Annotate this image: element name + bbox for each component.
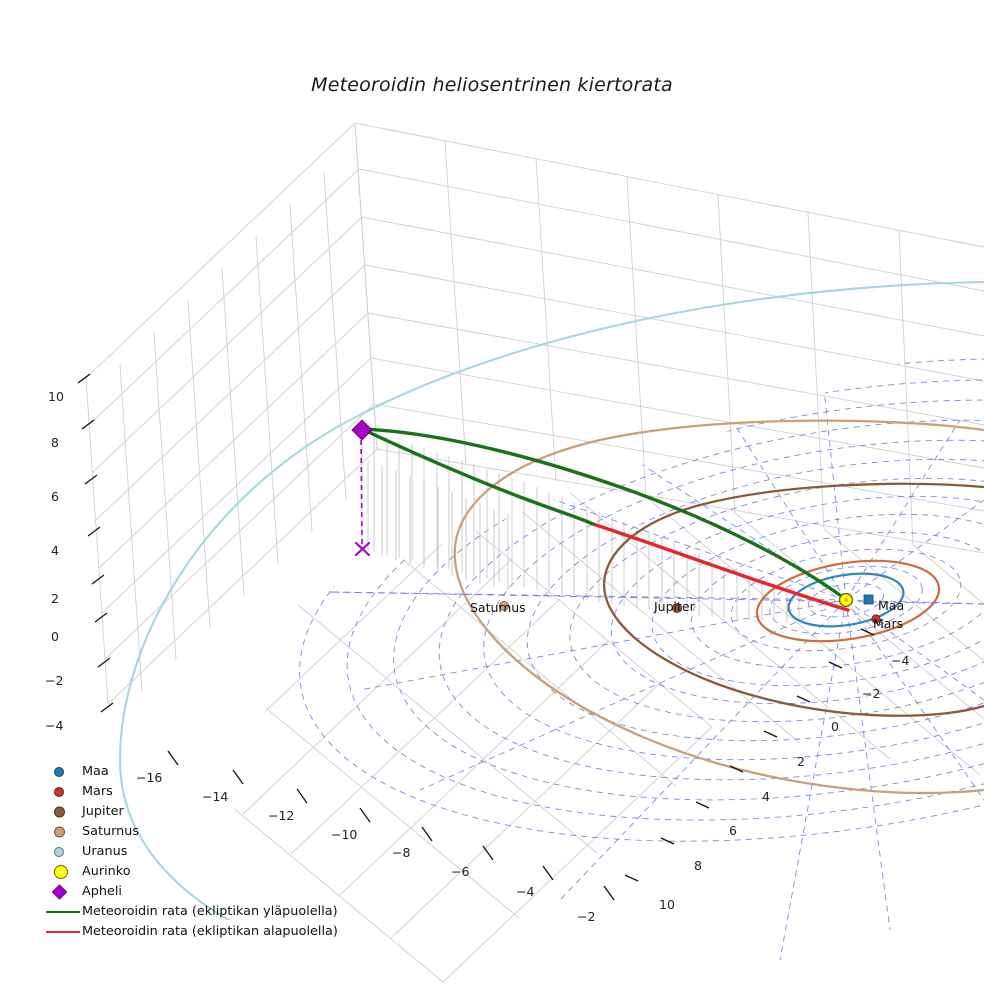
- aphelion-marker[interactable]: [351, 419, 373, 441]
- legend-marker-dot: [54, 787, 64, 797]
- x-axis-tick-label: −6: [451, 864, 470, 879]
- y-axis-tick-label: 0: [831, 719, 839, 734]
- legend-item-label: Meteoroidin rata (ekliptikan yläpuolella…: [82, 904, 338, 919]
- legend-item-3[interactable]: Saturnus: [46, 822, 346, 842]
- legend-marker-dot: [54, 806, 65, 818]
- uranus-orbit: [118, 280, 984, 920]
- meteoroid-path-above-ecliptic: [360, 427, 850, 603]
- x-axis-tick-label: −4: [516, 884, 535, 899]
- z-axis-tick-label: 2: [51, 591, 59, 606]
- legend: Maa Mars Jupiter Saturnus Uranus Aurinko Aphel…: [46, 762, 346, 942]
- legend-item-0[interactable]: Maa: [46, 762, 346, 782]
- legend-item-5[interactable]: Aurinko: [46, 862, 346, 882]
- x-axis-tick-label: −8: [392, 845, 411, 860]
- legend-item-1[interactable]: Mars: [46, 782, 346, 802]
- legend-marker-line: [46, 911, 80, 913]
- legend-item-label: Jupiter: [82, 804, 124, 819]
- axis-tick-marks: [77, 373, 875, 901]
- y-axis-tick-label: 4: [762, 789, 770, 804]
- aphelion-projection-marker[interactable]: [354, 541, 371, 557]
- y-axis-tick-label: 8: [694, 858, 702, 873]
- legend-item-2[interactable]: Jupiter: [46, 802, 346, 822]
- label-maa: Maa: [878, 598, 905, 613]
- legend-item-7[interactable]: Meteoroidin rata (ekliptikan yläpuolella…: [46, 902, 346, 922]
- x-axis-tick-label: −16: [136, 770, 163, 785]
- legend-marker-dot: [54, 767, 64, 777]
- aphelion-drop-line: [360, 430, 363, 549]
- legend-marker-line: [46, 931, 80, 933]
- ecliptic-reference-line: [329, 591, 984, 605]
- meteoroid-path-below-ecliptic: [591, 522, 850, 612]
- legend-item-label: Maa: [82, 764, 109, 779]
- x-axis-tick-label: −12: [268, 808, 295, 823]
- legend-item-4[interactable]: Uranus: [46, 842, 346, 862]
- x-axis-tick-label: −14: [202, 789, 229, 804]
- legend-marker-diamond: [51, 884, 68, 900]
- label-mars: Mars: [873, 616, 904, 631]
- y-axis-tick-label: −4: [891, 653, 910, 668]
- y-axis-tick-label: −2: [862, 686, 881, 701]
- axes-pane-grid: [85, 122, 984, 983]
- y-axis-tick-label: 2: [797, 754, 805, 769]
- legend-item-label: Apheli: [82, 884, 122, 899]
- legend-item-label: Aurinko: [82, 864, 131, 879]
- jupiter-orbit: [602, 482, 984, 717]
- x-axis-tick-label: −10: [331, 827, 358, 842]
- jupiter-marker[interactable]: [672, 603, 683, 614]
- label-jupiter: Jupiter: [654, 599, 695, 614]
- label-saturnus: Saturnus: [470, 600, 526, 615]
- legend-marker-dot: [54, 865, 68, 879]
- y-axis-tick-label: 6: [729, 823, 737, 838]
- x-axis-tick-label: −2: [577, 909, 596, 924]
- z-axis-tick-label: −2: [45, 673, 64, 688]
- z-axis-tick-label: 4: [51, 543, 59, 558]
- legend-item-label: Uranus: [82, 844, 128, 859]
- legend-marker-dot: [54, 847, 64, 857]
- z-axis-tick-label: −4: [45, 718, 64, 733]
- y-axis-tick-label: 10: [659, 897, 675, 912]
- legend-marker-dot: [54, 826, 65, 838]
- page-title: Meteoroidin heliosentrinen kiertorata: [311, 74, 673, 96]
- z-axis-tick-label: 8: [51, 435, 59, 450]
- legend-item-label: Meteoroidin rata (ekliptikan alapuolella…: [82, 924, 338, 939]
- legend-item-label: Saturnus: [82, 824, 140, 839]
- saturnus-orbit: [453, 419, 984, 795]
- maa-marker[interactable]: [863, 594, 874, 605]
- z-axis-tick-label: 10: [48, 389, 64, 404]
- mars-marker[interactable]: [871, 614, 881, 624]
- legend-item-8[interactable]: Meteoroidin rata (ekliptikan alapuolella…: [46, 922, 346, 942]
- z-axis-tick-label: 0: [51, 629, 59, 644]
- legend-item-6[interactable]: Apheli: [46, 882, 346, 902]
- aurinko-marker[interactable]: [838, 592, 854, 608]
- z-axis-tick-label: 6: [51, 489, 59, 504]
- saturnus-marker[interactable]: [498, 601, 509, 612]
- mars-orbit: [755, 559, 941, 643]
- legend-item-label: Mars: [82, 784, 113, 799]
- maa-orbit: [787, 572, 905, 628]
